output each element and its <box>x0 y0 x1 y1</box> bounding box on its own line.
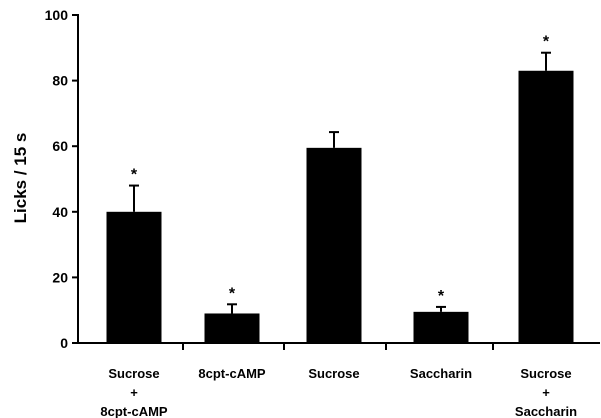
bar <box>413 311 469 343</box>
x-category-label: Saccharin <box>410 366 472 381</box>
x-category-label: Sucrose <box>108 366 159 381</box>
bar <box>306 147 362 343</box>
bar <box>106 211 162 343</box>
y-tick-label: 60 <box>52 138 68 154</box>
y-tick-label: 0 <box>60 335 68 351</box>
x-axis: Sucrose +8cpt-cAMP 8cpt-cAMP Sucrose Sacchar… <box>77 342 600 418</box>
x-category-label: Sucrose <box>308 366 359 381</box>
significance-marker: * <box>131 167 138 184</box>
bar <box>204 313 260 343</box>
significance-marker: * <box>438 288 445 305</box>
y-tick-label: 20 <box>52 269 68 285</box>
significance-marker: * <box>543 34 550 51</box>
y-axis-title: Licks / 15 s <box>11 133 30 224</box>
y-tick-label: 40 <box>52 204 68 220</box>
significance-marker: * <box>229 285 236 302</box>
y-tick-label: 100 <box>45 7 69 23</box>
bars-group: * * * * <box>106 34 574 343</box>
x-category-label: + <box>130 385 138 400</box>
bar <box>518 70 574 343</box>
x-category-label: 8cpt-cAMP <box>100 404 168 418</box>
x-category-label: + <box>542 385 550 400</box>
y-tick-label: 80 <box>52 73 68 89</box>
x-category-label: Saccharin <box>515 404 577 418</box>
x-category-label: Sucrose <box>520 366 571 381</box>
x-category-label: 8cpt-cAMP <box>198 366 266 381</box>
y-axis: 0 20 40 60 80 100 <box>45 7 79 351</box>
